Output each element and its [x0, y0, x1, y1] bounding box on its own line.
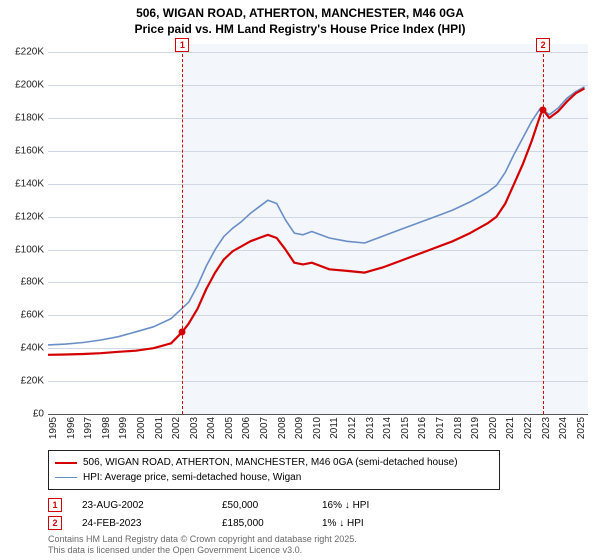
x-tick-label: 2015	[400, 417, 411, 439]
legend-label: 506, WIGAN ROAD, ATHERTON, MANCHESTER, M…	[83, 457, 458, 468]
sales-row: 1 23-AUG-2002£50,00016% ↓ HPI	[48, 496, 422, 514]
y-tick-label: £140K	[15, 178, 48, 189]
y-tick-label: £200K	[15, 80, 48, 91]
x-tick-label: 1995	[48, 417, 59, 439]
marker-box-1: 1	[175, 38, 189, 52]
x-axis	[48, 414, 588, 415]
legend-swatch	[55, 462, 77, 464]
x-tick-label: 2017	[435, 417, 446, 439]
x-tick-label: 2014	[382, 417, 393, 439]
x-tick-label: 2007	[259, 417, 270, 439]
legend-item: 506, WIGAN ROAD, ATHERTON, MANCHESTER, M…	[55, 455, 493, 470]
x-tick-label: 1998	[101, 417, 112, 439]
x-tick-label: 2013	[365, 417, 376, 439]
y-tick-label: £120K	[15, 211, 48, 222]
footnote: Contains HM Land Registry data © Crown c…	[48, 534, 357, 556]
y-tick-label: £180K	[15, 113, 48, 124]
footnote-line-1: Contains HM Land Registry data © Crown c…	[48, 534, 357, 545]
marker-point-1	[179, 328, 186, 335]
sales-date: 24-FEB-2023	[82, 518, 222, 529]
x-tick-label: 2020	[488, 417, 499, 439]
x-tick-label: 2023	[541, 417, 552, 439]
x-tick-label: 2024	[558, 417, 569, 439]
y-tick-label: £40K	[21, 343, 48, 354]
sales-marker: 2	[48, 516, 62, 530]
sales-delta: 1% ↓ HPI	[322, 518, 422, 529]
legend-item: HPI: Average price, semi-detached house,…	[55, 470, 493, 485]
x-tick-label: 2009	[294, 417, 305, 439]
x-tick-label: 2010	[312, 417, 323, 439]
line-chart: £0£20K£40K£60K£80K£100K£120K£140K£160K£1…	[48, 44, 588, 414]
marker-box-2: 2	[536, 38, 550, 52]
sales-row: 2 24-FEB-2023£185,0001% ↓ HPI	[48, 514, 422, 532]
x-tick-label: 2025	[576, 417, 587, 439]
x-tick-label: 2018	[453, 417, 464, 439]
sales-marker: 1	[48, 498, 62, 512]
y-tick-label: £100K	[15, 244, 48, 255]
x-tick-label: 2011	[329, 417, 340, 439]
y-tick-label: £220K	[15, 47, 48, 58]
x-tick-label: 1997	[83, 417, 94, 439]
sales-price: £50,000	[222, 500, 322, 511]
chart-title: 506, WIGAN ROAD, ATHERTON, MANCHESTER, M…	[0, 0, 600, 37]
series-price_paid	[48, 88, 585, 354]
x-tick-label: 1999	[118, 417, 129, 439]
y-tick-label: £0	[33, 409, 48, 420]
x-tick-label: 2019	[470, 417, 481, 439]
y-tick-label: £160K	[15, 145, 48, 156]
x-tick-label: 2003	[189, 417, 200, 439]
x-tick-label: 2000	[136, 417, 147, 439]
legend-swatch	[55, 477, 77, 478]
sales-delta: 16% ↓ HPI	[322, 500, 422, 511]
x-tick-label: 1996	[66, 417, 77, 439]
title-line-2: Price paid vs. HM Land Registry's House …	[0, 22, 600, 38]
y-tick-label: £20K	[21, 376, 48, 387]
x-tick-label: 2005	[224, 417, 235, 439]
x-tick-label: 2001	[154, 417, 165, 439]
x-tick-label: 2004	[206, 417, 217, 439]
x-tick-label: 2002	[171, 417, 182, 439]
legend-label: HPI: Average price, semi-detached house,…	[83, 472, 301, 483]
sales-date: 23-AUG-2002	[82, 500, 222, 511]
x-tick-label: 2021	[505, 417, 516, 439]
series-svg	[48, 44, 588, 414]
marker-point-2	[540, 106, 547, 113]
x-tick-label: 2012	[347, 417, 358, 439]
marker-line-1	[182, 44, 183, 414]
series-hpi	[48, 87, 585, 345]
x-tick-label: 2006	[241, 417, 252, 439]
x-tick-label: 2008	[277, 417, 288, 439]
marker-line-2	[543, 44, 544, 414]
legend: 506, WIGAN ROAD, ATHERTON, MANCHESTER, M…	[48, 450, 500, 490]
sales-price: £185,000	[222, 518, 322, 529]
y-tick-label: £60K	[21, 310, 48, 321]
y-tick-label: £80K	[21, 277, 48, 288]
x-tick-label: 2022	[523, 417, 534, 439]
title-line-1: 506, WIGAN ROAD, ATHERTON, MANCHESTER, M…	[0, 6, 600, 22]
footnote-line-2: This data is licensed under the Open Gov…	[48, 545, 357, 556]
sales-table: 1 23-AUG-2002£50,00016% ↓ HPI 2 24-FEB-2023…	[48, 496, 422, 532]
x-tick-label: 2016	[417, 417, 428, 439]
